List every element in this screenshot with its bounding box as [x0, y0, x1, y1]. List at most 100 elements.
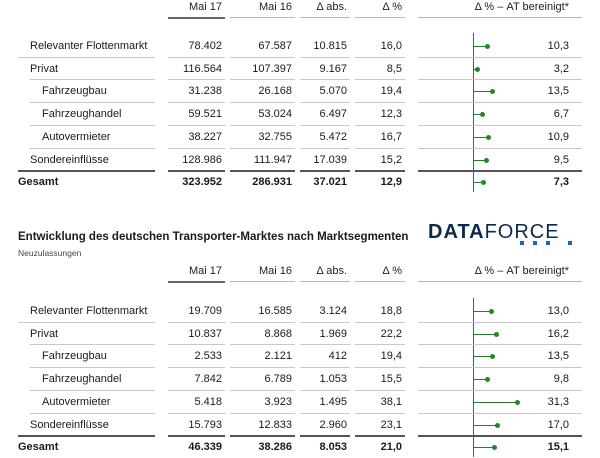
row-separator — [355, 435, 405, 438]
table-row: Autovermieter 38.227 32.755 5.472 16,7 10,9 — [0, 126, 600, 148]
row-separator — [355, 367, 405, 369]
row-value: 7.842 — [194, 373, 222, 386]
row-separator — [418, 344, 582, 346]
adjusted-bar — [473, 159, 487, 161]
adjusted-bar — [473, 401, 517, 403]
adjusted-value-label: 6,7 — [553, 108, 569, 121]
adjusted-bar — [473, 91, 492, 93]
row-separator — [418, 102, 582, 104]
row-separator — [18, 56, 155, 58]
row-separator — [30, 79, 155, 81]
header-underline — [418, 17, 582, 18]
row-value: 46.339 — [188, 441, 222, 454]
row-value: 23,1 — [380, 418, 402, 431]
row-separator — [230, 344, 295, 346]
row-separator — [168, 56, 225, 58]
zero-axis — [473, 33, 474, 192]
adjusted-dot — [489, 354, 495, 360]
row-value: 59.521 — [188, 108, 222, 121]
row-value: 1.053 — [319, 373, 347, 386]
row-value: 3.923 — [264, 395, 292, 408]
row-separator — [168, 344, 225, 346]
column-header: Mai 16 — [258, 265, 292, 277]
adjusted-bar — [473, 311, 492, 312]
adjusted-bar — [473, 136, 489, 138]
adjusted-bar — [473, 46, 488, 47]
row-separator — [30, 412, 155, 414]
header-underline — [355, 17, 405, 18]
adjusted-value-label: 13,5 — [547, 350, 569, 363]
row-value: 323.952 — [182, 176, 222, 189]
adjusted-dot — [486, 134, 492, 140]
logo-square — [568, 241, 572, 245]
column-header: Δ abs. — [316, 265, 347, 277]
row-value: 1.969 — [319, 327, 347, 340]
row-separator — [230, 102, 295, 104]
adjusted-bar — [473, 68, 478, 70]
row-value: 9.167 — [319, 62, 347, 75]
row-value: 16,7 — [380, 130, 402, 143]
row-separator — [168, 147, 225, 149]
row-separator — [355, 412, 405, 414]
header-underline — [168, 281, 225, 283]
row-separator — [418, 124, 582, 126]
row-value: 19,4 — [380, 350, 402, 363]
adjusted-bar — [473, 424, 497, 426]
table-row: Relevanter Flottenmarkt 19.709 16.585 3.124… — [0, 300, 600, 322]
row-separator — [168, 435, 225, 438]
row-separator — [30, 124, 155, 126]
row-label: Autovermieter — [42, 395, 111, 408]
row-label: Sondereinflüsse — [30, 153, 109, 166]
table-row: Privat 10.837 8.868 1.969 22,2 16,2 — [0, 323, 600, 345]
zero-axis — [473, 298, 474, 457]
adjusted-dot — [484, 157, 490, 163]
adjusted-value-label: 31,3 — [547, 395, 569, 408]
row-separator — [355, 124, 405, 126]
row-value: 3.124 — [319, 305, 347, 317]
row-separator — [300, 389, 350, 391]
table-row: Privat 116.564 107.397 9.167 8,5 3,2 — [0, 58, 600, 80]
row-separator — [30, 147, 155, 149]
table-row: Fahrzeughandel 7.842 6.789 1.053 15,5 9,8 — [0, 368, 600, 390]
row-value: 12,9 — [380, 176, 402, 189]
row-separator — [18, 321, 155, 323]
adjusted-bar — [473, 447, 495, 449]
row-value: 18,8 — [380, 305, 402, 317]
header-underline — [300, 281, 350, 282]
column-header: Δ % – AT bereinigt* — [474, 1, 569, 13]
adjusted-value-label: 13,5 — [547, 85, 569, 98]
row-value: 78.402 — [188, 40, 222, 52]
adjusted-bar — [473, 333, 496, 335]
row-separator — [18, 435, 155, 438]
row-value: 26.168 — [258, 85, 292, 98]
row-separator — [230, 321, 295, 323]
row-label: Autovermieter — [42, 130, 111, 143]
adjusted-bar — [473, 114, 483, 116]
row-value: 17.039 — [313, 153, 347, 166]
column-header: Δ % – AT bereinigt* — [474, 265, 569, 277]
row-value: 128.986 — [182, 153, 222, 166]
row-separator — [418, 79, 582, 81]
row-separator — [355, 170, 405, 173]
row-value: 116.564 — [183, 62, 222, 75]
table-row: Fahrzeugbau 31.238 26.168 5.070 19,4 13,5 — [0, 80, 600, 102]
row-separator — [300, 170, 350, 173]
row-separator — [355, 79, 405, 81]
adjusted-dot — [489, 309, 495, 314]
section-2-subtitle: Neuzulassungen — [18, 248, 82, 258]
logo-square — [546, 241, 550, 245]
adjusted-dot — [489, 89, 495, 95]
header-underline — [230, 17, 295, 18]
table-row: Autovermieter 5.418 3.923 1.495 38,1 31,3 — [0, 391, 600, 413]
adjusted-value-label: 15,1 — [547, 441, 569, 454]
row-separator — [300, 102, 350, 104]
row-separator — [300, 79, 350, 81]
row-separator — [230, 147, 295, 149]
row-separator — [230, 170, 295, 173]
adjusted-dot — [485, 44, 491, 49]
adjusted-value-label: 9,5 — [553, 153, 569, 166]
row-separator — [355, 147, 405, 149]
adjusted-value-label: 9,8 — [553, 373, 569, 386]
adjusted-dot — [481, 180, 487, 186]
logo-part-force: FORCE — [484, 221, 560, 243]
